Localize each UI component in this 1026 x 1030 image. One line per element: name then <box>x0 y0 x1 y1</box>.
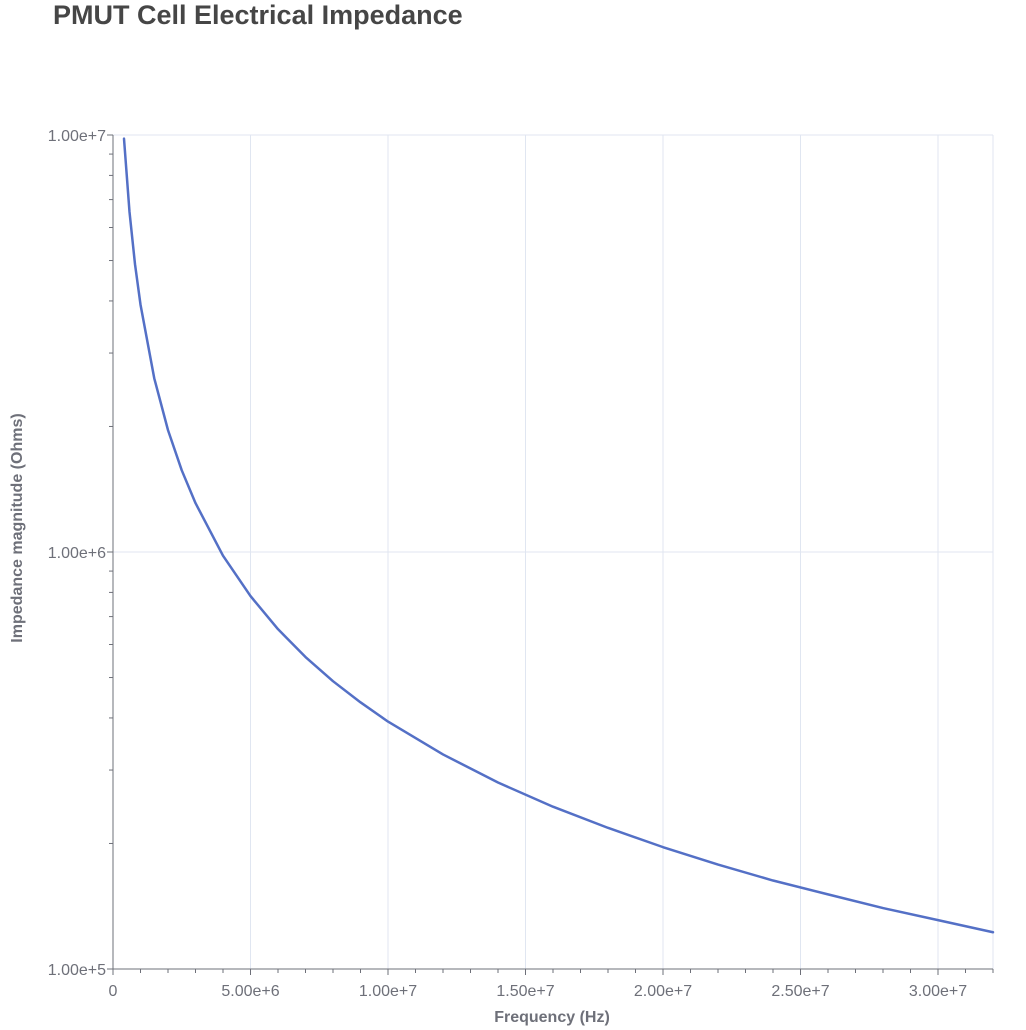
x-tick-label: 3.00e+7 <box>909 983 967 1000</box>
y-tick-label: 1.00e+7 <box>48 128 106 145</box>
y-tick-label: 1.00e+5 <box>48 962 106 979</box>
x-tick-label: 1.50e+7 <box>496 983 554 1000</box>
impedance-series-line <box>122 137 995 934</box>
x-axis-label: Frequency (Hz) <box>494 1009 610 1026</box>
y-axis-label: Impedance magnitude (Ohms) <box>9 413 26 642</box>
x-tick-label: 5.00e+6 <box>221 983 279 1000</box>
x-tick-label: 2.00e+7 <box>634 983 692 1000</box>
x-tick-label: 0 <box>109 983 118 1000</box>
chart-title: PMUT Cell Electrical Impedance <box>53 0 463 30</box>
x-tick-label: 1.00e+7 <box>359 983 417 1000</box>
y-tick-label: 1.00e+6 <box>48 545 106 562</box>
x-tick-label: 2.50e+7 <box>771 983 829 1000</box>
